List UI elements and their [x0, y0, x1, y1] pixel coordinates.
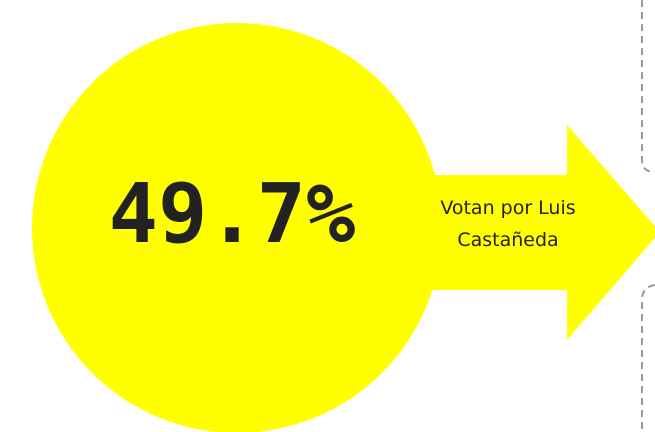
- circle: [32, 23, 442, 432]
- dashed-box-top: [641, 0, 655, 173]
- caption-line: Votan por Luis: [440, 197, 575, 219]
- arrow: [400, 125, 655, 340]
- dashed-box-bottom: [641, 284, 655, 432]
- caption-line: Castañeda: [457, 229, 558, 251]
- stat-value: 49.7%: [109, 167, 356, 262]
